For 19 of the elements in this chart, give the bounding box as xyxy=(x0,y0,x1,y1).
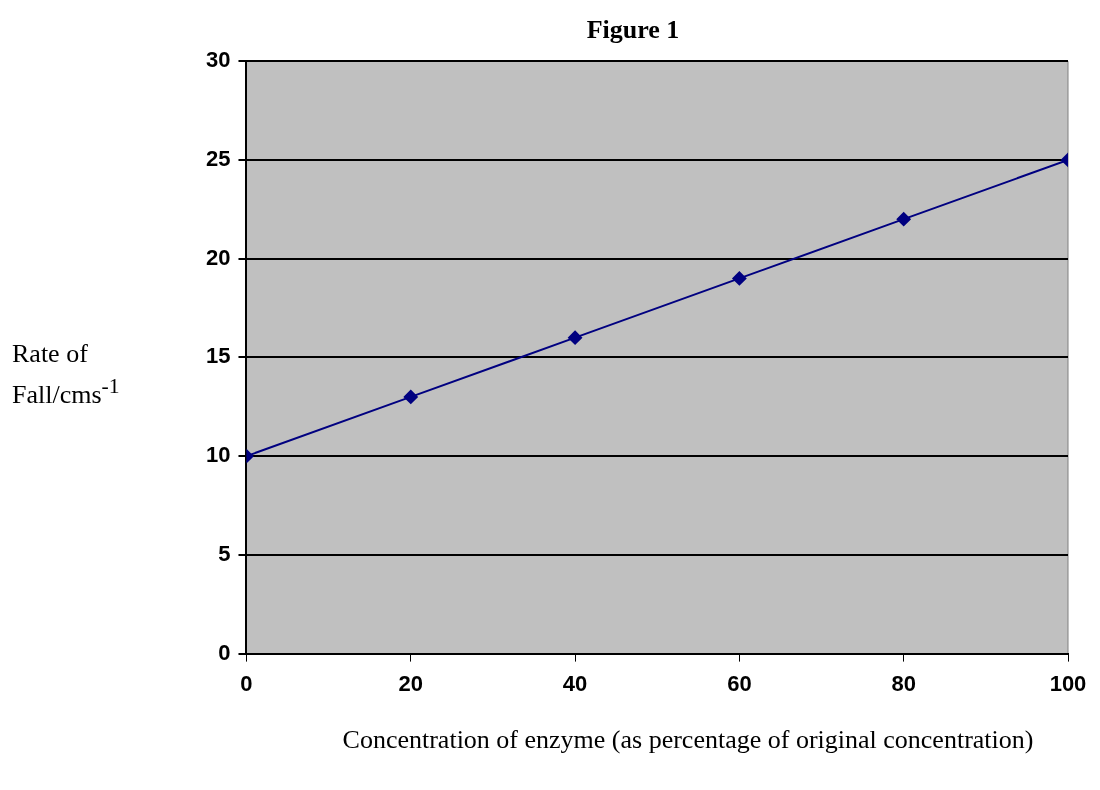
y-tick-label: 15 xyxy=(205,343,231,369)
y-tick-label: 30 xyxy=(205,47,231,73)
point xyxy=(732,271,747,286)
y-tick-label: 25 xyxy=(205,146,231,171)
x-tick-label: 40 xyxy=(562,670,588,696)
x-tick-label: 0 xyxy=(240,670,253,696)
x-tick-label: 80 xyxy=(891,670,916,696)
y-tick-label: 20 xyxy=(205,244,231,270)
y-tick-label: 10 xyxy=(205,442,231,468)
x-tick-label: 100 xyxy=(1049,670,1087,696)
y-axis-title: Rate of Fall/cms$^{-1}$ xyxy=(12,338,121,411)
point xyxy=(896,212,911,227)
x-tick-label: 60 xyxy=(727,670,752,696)
y-tick-label: 5 xyxy=(218,540,231,566)
x-tick-label: 20 xyxy=(398,670,424,696)
y-tick-label: 0 xyxy=(218,639,231,665)
x-axis-title: Concentration of enzyme (as percentage of original concentration) xyxy=(341,724,1035,756)
point xyxy=(568,330,583,345)
chart-title: Figure 1 xyxy=(586,15,680,45)
